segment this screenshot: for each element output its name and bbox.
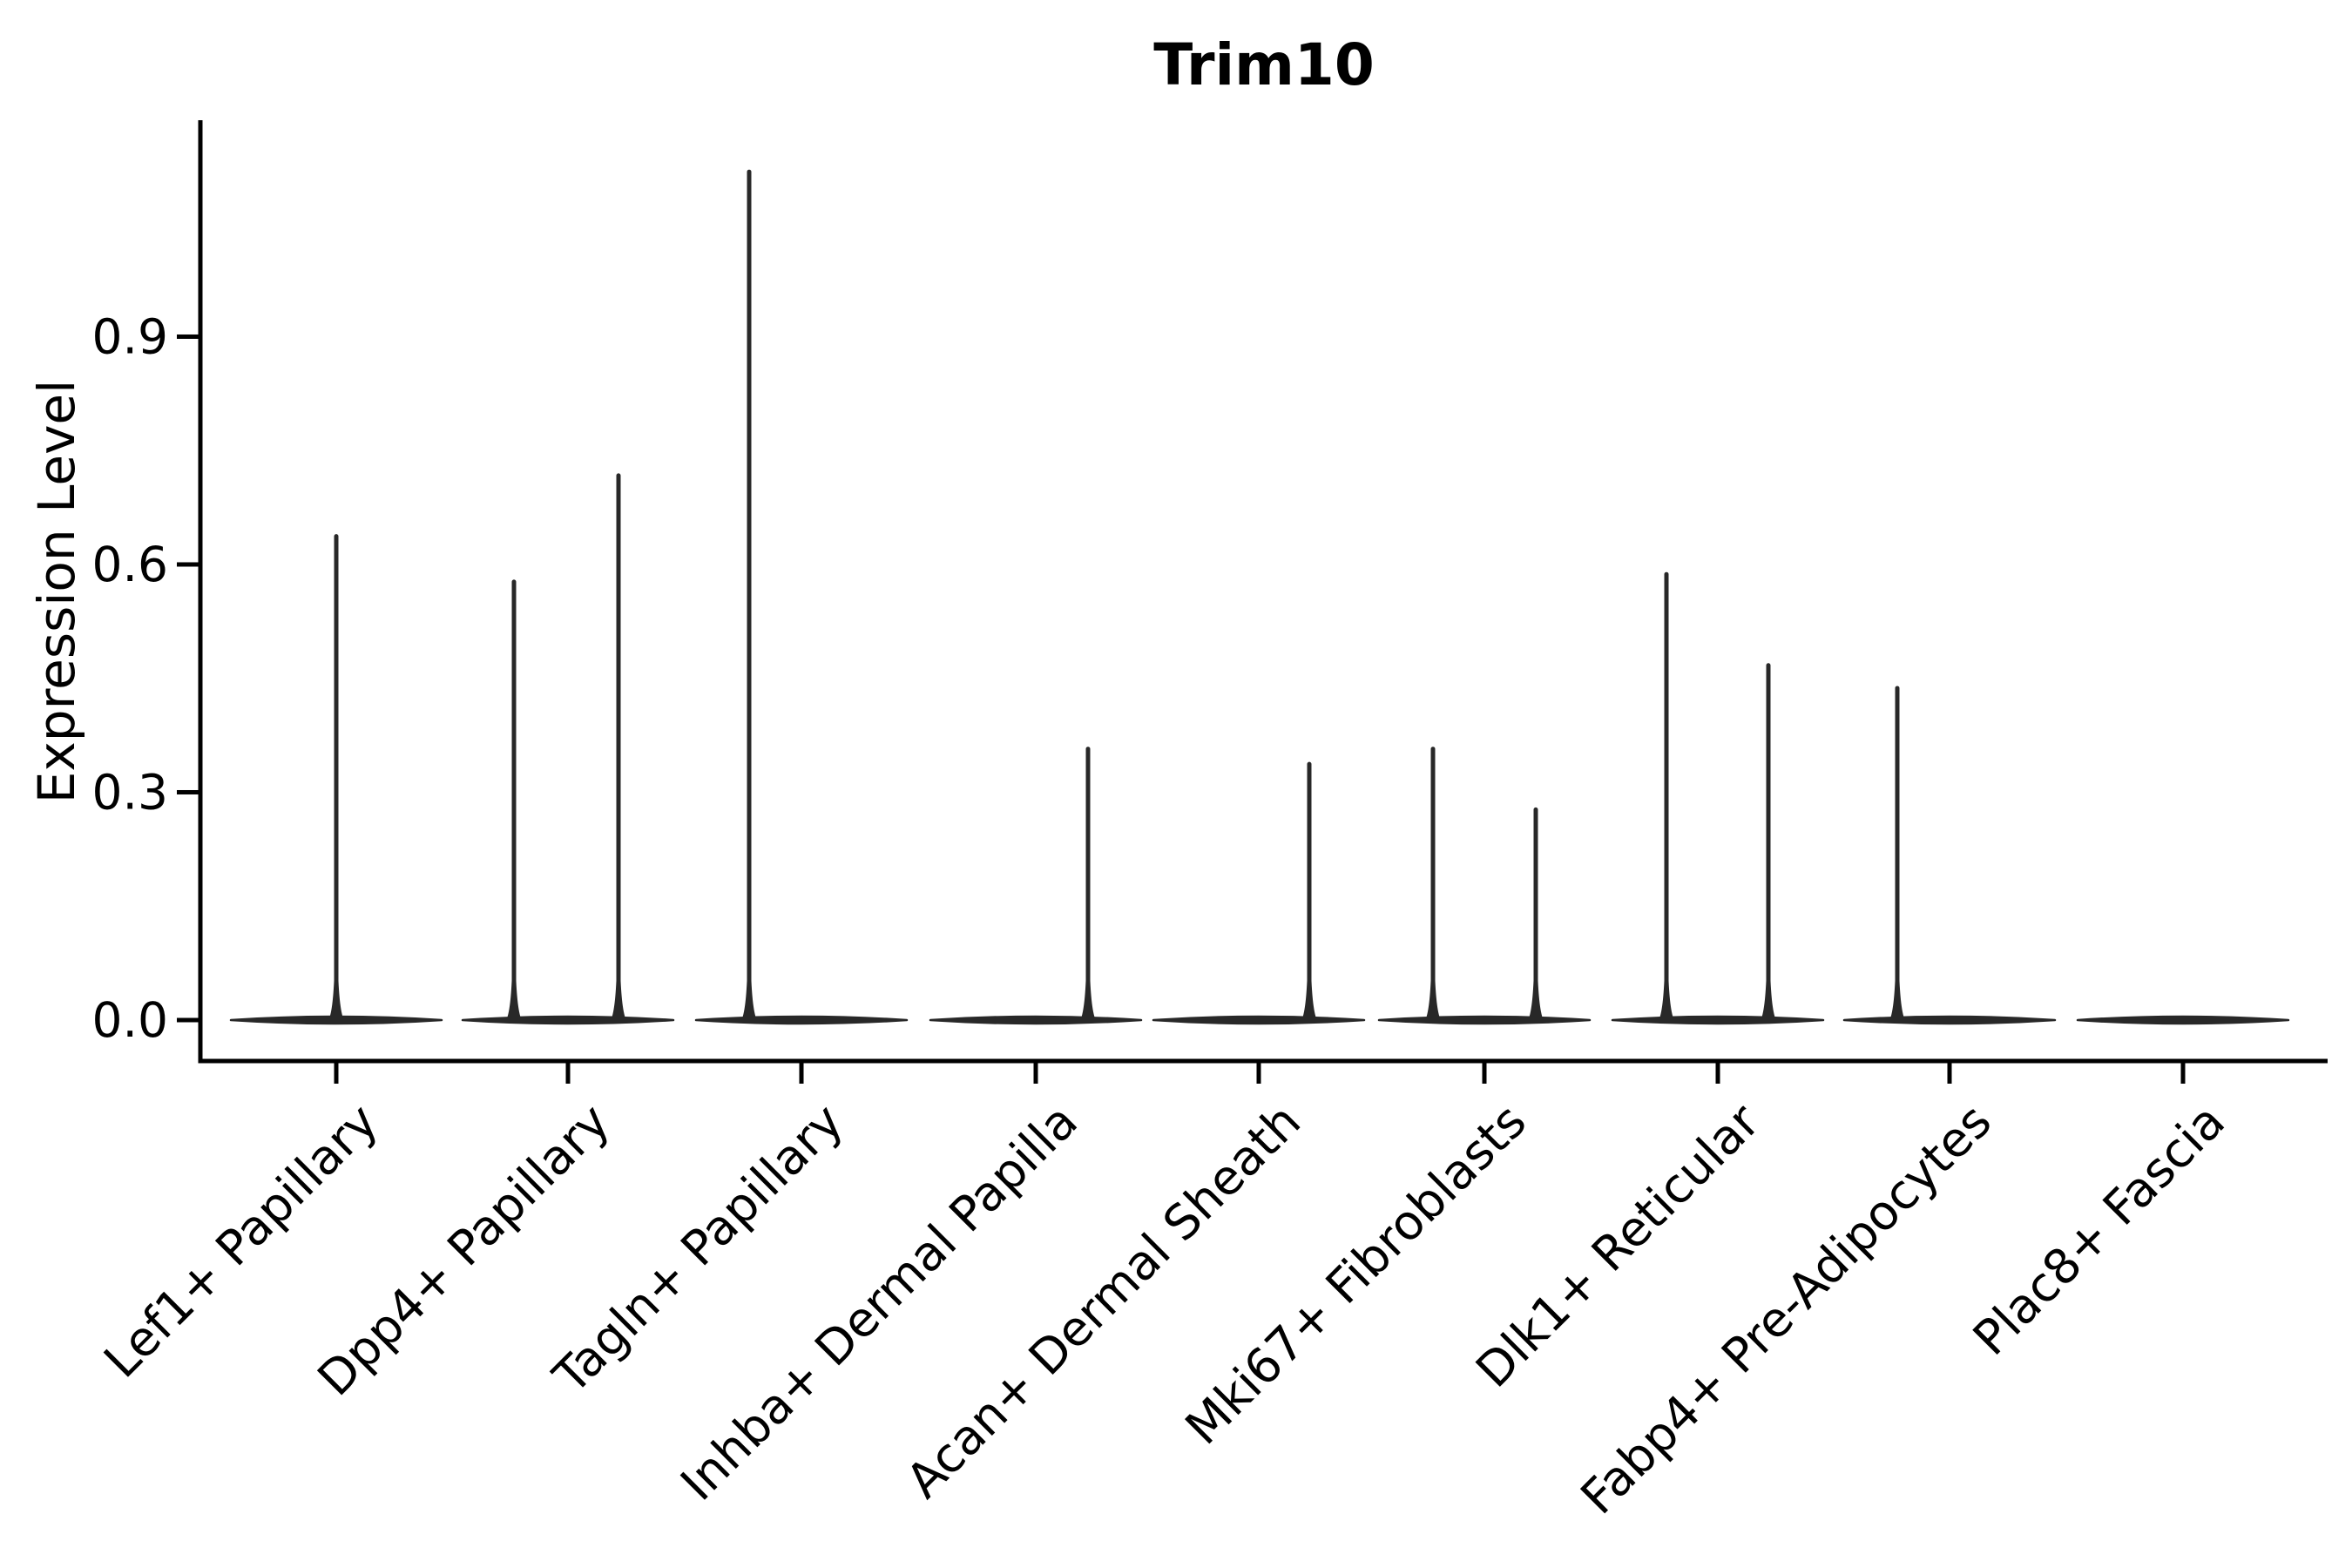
violin-body-6 [1377, 1015, 1592, 1025]
violin-spike-5-1 [1302, 761, 1316, 1018]
y-tick-label-0.3: 0.3 [92, 764, 168, 820]
y-axis-label: Expression Level [27, 380, 86, 803]
violin-spike-2-2 [612, 473, 625, 1018]
violin-body-5 [1152, 1015, 1366, 1025]
violin-spike-4-1 [1081, 747, 1095, 1018]
violin-spike-3-1 [742, 169, 756, 1018]
x-tick-mark-2 [565, 1061, 571, 1084]
violin-body-9 [2076, 1015, 2290, 1025]
x-tick-mark-8 [1947, 1061, 1952, 1084]
chart-title: Trim10 [1153, 31, 1375, 98]
x-tick-label-8: Fabp4+ Pre-Adipocytes [1570, 1093, 2002, 1525]
axes [177, 120, 2328, 1084]
y-axis-spine [198, 120, 203, 1064]
y-tick-label-0.0: 0.0 [92, 992, 168, 1048]
y-tick-mark-0.9 [177, 334, 200, 339]
violin-body-4 [929, 1015, 1143, 1025]
violin-body-8 [1842, 1015, 2057, 1025]
x-axis-spine [198, 1058, 2328, 1064]
violin-spike-7-1 [1659, 571, 1673, 1018]
x-tick-mark-7 [1715, 1061, 1720, 1084]
violin-body-2 [461, 1015, 675, 1025]
violin-spike-6-1 [1426, 747, 1440, 1018]
violin-spike-7-2 [1761, 663, 1775, 1018]
x-tick-mark-3 [799, 1061, 804, 1084]
violin-spike-2-1 [507, 579, 521, 1018]
x-tick-label-5: Acan+ Dermal Sheath [896, 1093, 1311, 1509]
x-tick-mark-5 [1256, 1061, 1261, 1084]
y-tick-label-0.6: 0.6 [92, 537, 168, 592]
y-tick-mark-0.0 [177, 1017, 200, 1023]
y-tick-labels: 0.0 0.3 0.6 0.9 [92, 308, 168, 1048]
x-tick-mark-9 [2180, 1061, 2186, 1084]
x-tick-label-4: Inhba+ Dermal Papilla [670, 1093, 1088, 1511]
violin-spike-8-1 [1890, 686, 1904, 1018]
violin-spike-6-2 [1529, 807, 1543, 1018]
violin-body-3 [694, 1015, 909, 1025]
violins-group [229, 169, 2290, 1025]
y-tick-mark-0.6 [177, 562, 200, 567]
x-tick-mark-1 [334, 1061, 339, 1084]
y-tick-mark-0.3 [177, 789, 200, 794]
x-tick-label-9: Plac8+ Fascia [1963, 1093, 2235, 1366]
violin-body-7 [1611, 1015, 1825, 1025]
violin-body-1 [229, 1015, 443, 1025]
y-tick-label-0.9: 0.9 [92, 308, 168, 364]
x-tick-mark-6 [1482, 1061, 1487, 1084]
x-tick-mark-4 [1033, 1061, 1038, 1084]
violin-spike-1-1 [329, 534, 343, 1018]
